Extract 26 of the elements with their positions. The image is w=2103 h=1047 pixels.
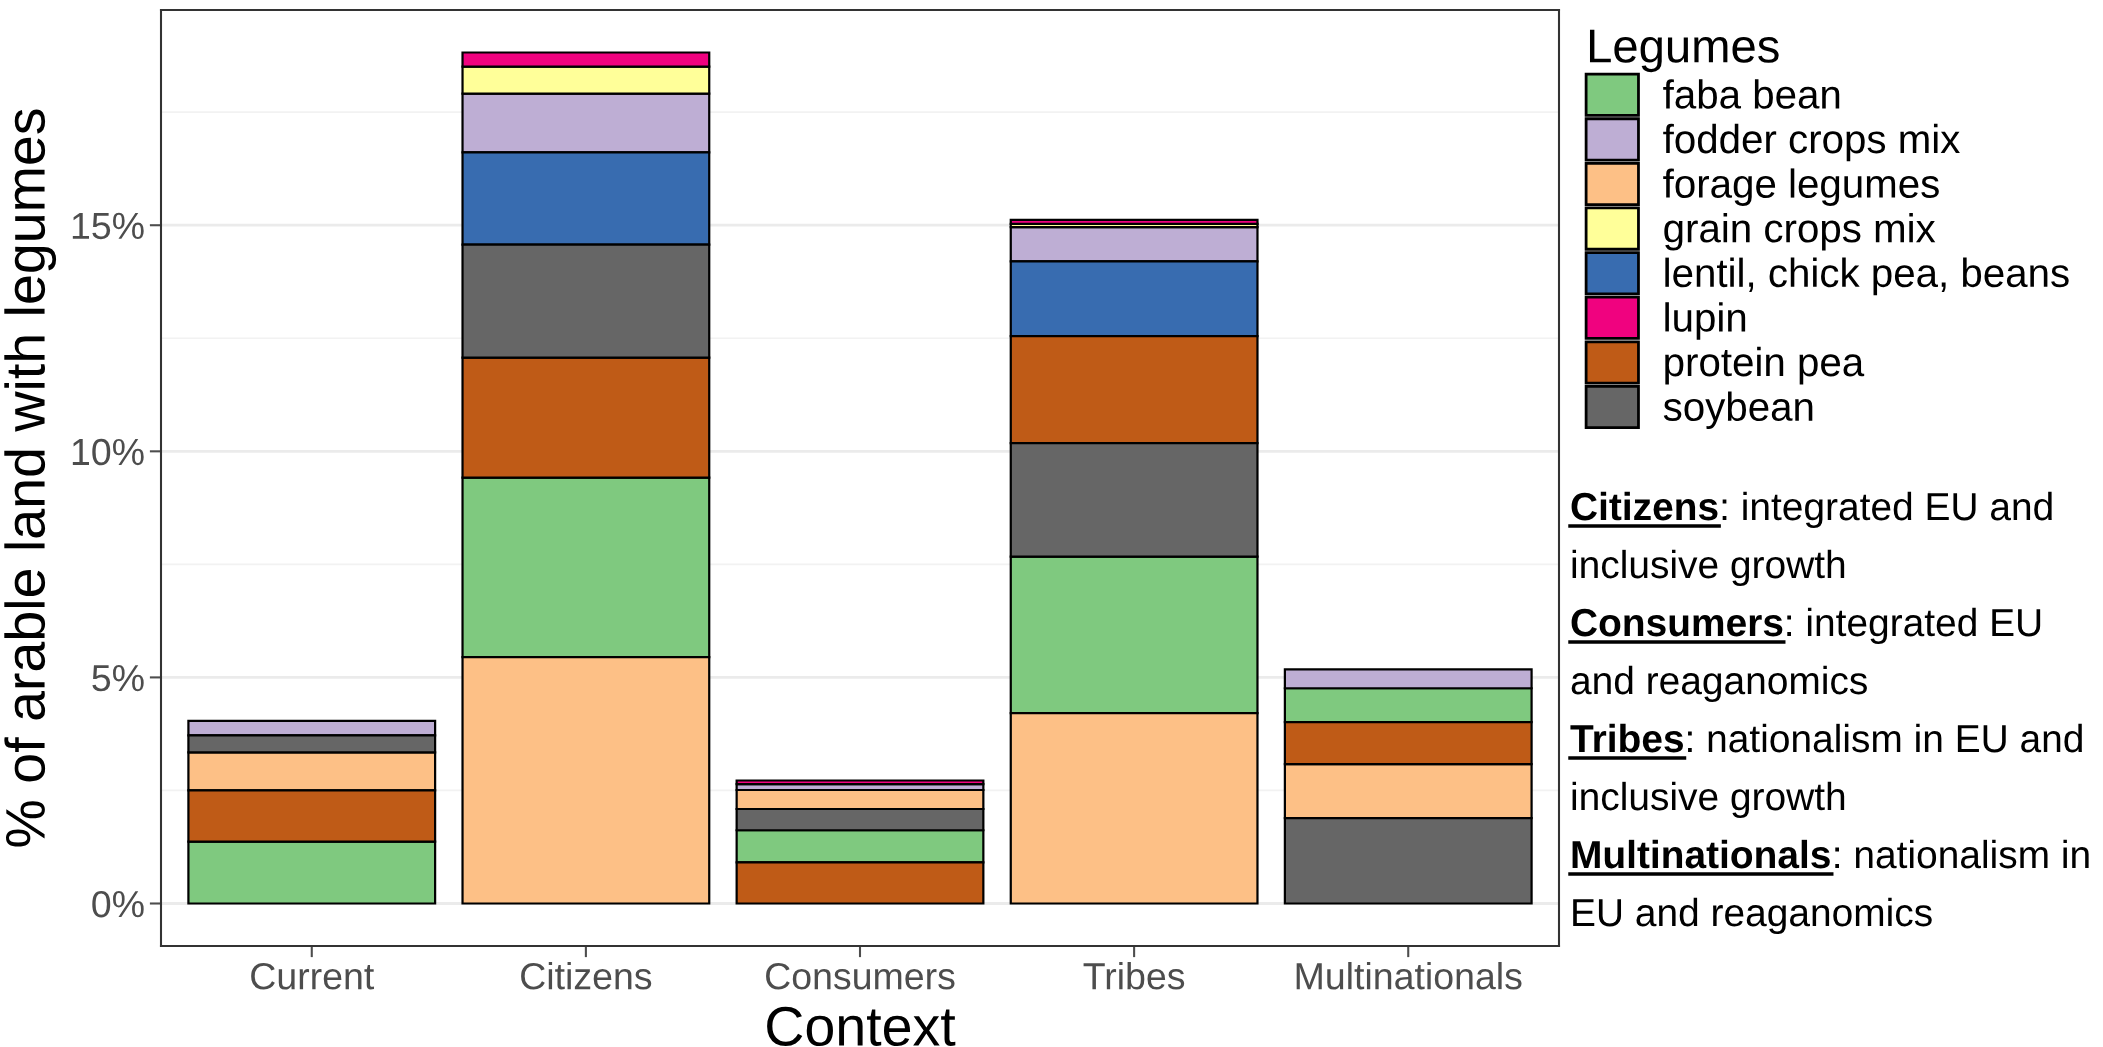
x-tick-label: Current [251,962,375,990]
x-tick-label: Multinationals [1296,961,1522,990]
legend-label: faba bean [1663,79,1840,109]
x-axis-title: Context [767,1006,956,1047]
y-tick-label: 10% [72,438,144,466]
bar [735,779,985,786]
text: Citizens: integrated EU and inclusive growth [1571,491,2052,587]
y-tick-label: 0% [92,890,144,918]
legend-label: protein pea [1665,346,1865,385]
legend-label: lupin [1665,302,1746,340]
legend-label: grain crops mix [1664,213,1936,251]
text: Multinationals: nationalism in EU and reaganomics [1572,839,2089,935]
x-tick-label: Consumers [766,962,955,990]
x-tick-label: Citizens [521,961,652,990]
legend-label: lentil, chick pea, beans [1665,257,2069,296]
bar [1009,218,1259,225]
text: Tribes: nationalism in EU and inclusive growth [1570,723,2082,819]
legend-label: soybean [1663,391,1813,429]
legend-label: fodder crops mix [1663,123,1960,162]
y-tick-label: 15% [72,212,144,240]
legend-label: forage legumes [1663,168,1939,206]
legend-title: Legumes [1589,29,1779,73]
x-tick-label: Tribes [1083,961,1185,990]
text: Consumers: integrated EU and reaganomics [1571,607,2041,703]
y-tick-label: 5% [92,664,144,692]
y-axis-title: % of arable land with legumes [4,109,57,847]
